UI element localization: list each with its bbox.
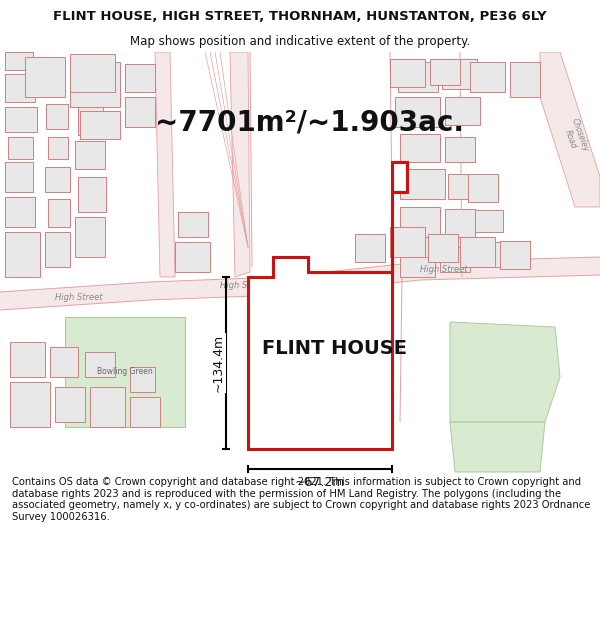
Bar [400, 169, 445, 199]
Text: FLINT HOUSE, HIGH STREET, THORNHAM, HUNSTANTON, PE36 6LY: FLINT HOUSE, HIGH STREET, THORNHAM, HUNS… [53, 11, 547, 23]
Text: High Street: High Street [55, 294, 103, 302]
Text: High Street: High Street [220, 281, 268, 289]
Bar [5, 52, 33, 70]
Bar [55, 387, 85, 422]
Bar [468, 174, 498, 202]
Bar [5, 232, 40, 277]
Bar [80, 111, 120, 139]
Polygon shape [248, 162, 407, 449]
Bar [430, 59, 460, 85]
Bar [448, 174, 476, 199]
Bar [70, 54, 115, 92]
Bar [70, 62, 120, 107]
Bar [10, 342, 45, 377]
Bar [5, 162, 33, 192]
Text: Choseley
Road: Choseley Road [560, 118, 590, 157]
Bar [75, 217, 105, 257]
Bar [8, 137, 33, 159]
Text: Bowling Green: Bowling Green [97, 368, 153, 376]
Bar [5, 197, 35, 227]
Bar [45, 167, 70, 192]
Bar [440, 247, 470, 272]
Polygon shape [155, 52, 175, 277]
Polygon shape [450, 422, 545, 472]
Bar [48, 199, 70, 227]
Bar [390, 227, 425, 257]
Bar [445, 137, 475, 162]
Polygon shape [450, 322, 560, 422]
Text: ~134.4m: ~134.4m [212, 334, 224, 392]
Bar [410, 237, 435, 257]
Bar [178, 212, 208, 237]
Bar [500, 241, 530, 269]
Bar [442, 59, 477, 89]
Bar [355, 234, 385, 262]
Bar [470, 62, 505, 92]
Text: FLINT HOUSE: FLINT HOUSE [263, 339, 407, 359]
Text: ~7701m²/~1.903ac.: ~7701m²/~1.903ac. [155, 108, 464, 136]
Bar [48, 137, 68, 159]
Bar [125, 97, 155, 127]
Text: Contains OS data © Crown copyright and database right 2021. This information is : Contains OS data © Crown copyright and d… [12, 477, 590, 522]
Polygon shape [0, 257, 600, 310]
Bar [395, 97, 440, 127]
Bar [5, 107, 37, 132]
Bar [400, 247, 435, 277]
Text: Map shows position and indicative extent of the property.: Map shows position and indicative extent… [130, 36, 470, 48]
Bar [46, 104, 68, 129]
Bar [510, 62, 540, 97]
Bar [475, 210, 503, 232]
Bar [175, 242, 210, 272]
Bar [445, 97, 480, 125]
Bar [445, 209, 475, 237]
Bar [390, 59, 425, 87]
Bar [428, 234, 458, 262]
Text: ~67.2m: ~67.2m [295, 476, 345, 489]
Bar [130, 397, 160, 427]
Bar [130, 367, 155, 392]
Text: High Street: High Street [420, 266, 467, 274]
Bar [85, 352, 115, 377]
Bar [5, 74, 35, 102]
Bar [75, 141, 105, 169]
Bar [125, 64, 155, 92]
Bar [90, 387, 125, 427]
Polygon shape [230, 52, 250, 277]
Bar [10, 382, 50, 427]
Polygon shape [540, 52, 600, 207]
Bar [50, 347, 78, 377]
Bar [460, 237, 495, 267]
Bar [470, 242, 500, 267]
Bar [25, 57, 65, 97]
Bar [45, 232, 70, 267]
Polygon shape [65, 317, 185, 427]
Bar [400, 207, 440, 237]
Bar [78, 107, 103, 135]
Bar [400, 134, 440, 162]
Bar [398, 62, 438, 92]
Bar [78, 177, 106, 212]
